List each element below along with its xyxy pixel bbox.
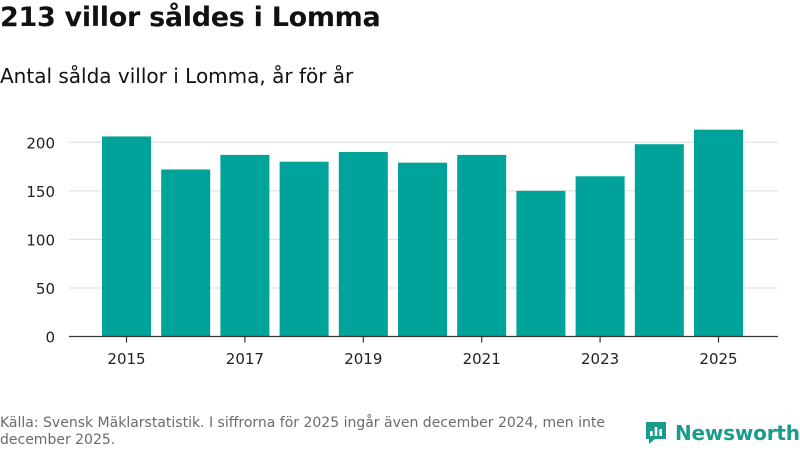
source-note: Källa: Svensk Mäklarstatistik. I siffror… (0, 415, 605, 448)
x-tick-label: 2015 (107, 350, 145, 368)
bar-2019 (338, 151, 388, 337)
bar-2020 (398, 162, 447, 337)
y-tick-label: 200 (26, 134, 55, 152)
bar-2024 (634, 144, 684, 337)
y-tick-label: 150 (26, 183, 55, 201)
y-tick-label: 0 (45, 329, 55, 347)
x-tick-label: 2025 (699, 350, 737, 368)
bar-chart: 0 50 100 150 200 2015 2017 2019 2021 2023 2025 (26, 129, 778, 368)
bar-2017 (220, 154, 270, 337)
x-tick-label: 2017 (226, 350, 264, 368)
x-tick-label: 2023 (581, 350, 619, 368)
y-tick-label: 50 (36, 280, 55, 298)
bar-2025 (694, 129, 743, 337)
bar-2015 (102, 136, 151, 337)
bar-2018 (279, 161, 329, 337)
newsworthy-logo-icon (646, 422, 666, 444)
chart-title: 213 villor såldes i Lomma (0, 2, 381, 33)
brand-logo[interactable]: Newsworthy (644, 419, 800, 447)
x-tick-label: 2019 (344, 350, 382, 368)
brand-name: Newsworthy (675, 421, 800, 445)
y-tick-label: 100 (26, 231, 55, 249)
bar-2016 (161, 169, 211, 337)
bar-2021 (457, 154, 507, 337)
bar-2023 (575, 176, 625, 337)
x-tick-label: 2021 (463, 350, 501, 368)
chart-subtitle: Antal sålda villor i Lomma, år för år (0, 64, 354, 88)
bar-2022 (516, 190, 566, 337)
